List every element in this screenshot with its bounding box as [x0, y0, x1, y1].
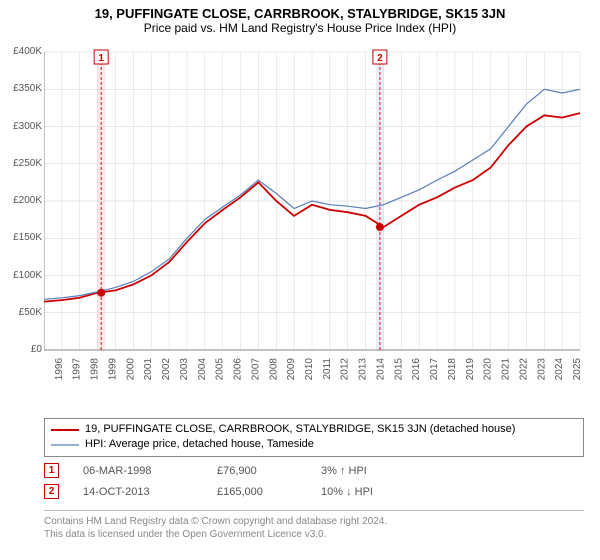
chart-card: 19, PUFFINGATE CLOSE, CARRBROOK, STALYBR… — [0, 0, 600, 560]
y-tick-label: £250K — [0, 158, 42, 169]
legend-swatch-property — [51, 425, 79, 435]
chart-title: 19, PUFFINGATE CLOSE, CARRBROOK, STALYBR… — [0, 0, 600, 21]
svg-text:2025: 2025 — [572, 358, 583, 381]
svg-text:2006: 2006 — [233, 358, 244, 381]
svg-text:1997: 1997 — [72, 358, 83, 381]
svg-text:2003: 2003 — [179, 358, 190, 381]
svg-text:1995: 1995 — [44, 358, 47, 381]
svg-text:2014: 2014 — [375, 358, 386, 381]
marker-badge-2: 2 — [44, 484, 59, 499]
legend-row-hpi: HPI: Average price, detached house, Tame… — [51, 437, 577, 452]
legend-label-property: 19, PUFFINGATE CLOSE, CARRBROOK, STALYBR… — [85, 422, 515, 437]
chart-area: 1 2 1995 1996 1997 1998 1999 2000 2001 2002 2003 20… — [44, 48, 584, 398]
transaction-delta: 3% ↑ HPI — [321, 465, 367, 477]
y-tick-label: £50K — [0, 307, 42, 318]
y-tick-label: £150K — [0, 232, 42, 243]
svg-text:2002: 2002 — [161, 358, 172, 381]
svg-text:2019: 2019 — [465, 358, 476, 381]
svg-text:2000: 2000 — [125, 358, 136, 381]
transaction-price: £76,900 — [217, 465, 297, 477]
svg-text:2012: 2012 — [340, 358, 351, 381]
svg-text:2007: 2007 — [250, 358, 261, 381]
svg-text:1999: 1999 — [107, 358, 118, 381]
svg-text:2004: 2004 — [197, 358, 208, 381]
y-tick-label: £400K — [0, 46, 42, 57]
svg-text:1996: 1996 — [54, 358, 65, 381]
credits-line-2: This data is licensed under the Open Gov… — [44, 528, 584, 541]
transaction-row: 2 14-OCT-2013 £165,000 10% ↓ HPI — [44, 481, 584, 502]
svg-text:2020: 2020 — [483, 358, 494, 381]
transactions-table: 1 06-MAR-1998 £76,900 3% ↑ HPI 2 14-OCT-… — [44, 460, 584, 502]
svg-text:1998: 1998 — [90, 358, 101, 381]
svg-text:2: 2 — [377, 53, 383, 64]
chart-subtitle: Price paid vs. HM Land Registry's House … — [0, 21, 600, 39]
transaction-delta: 10% ↓ HPI — [321, 486, 373, 498]
svg-text:1: 1 — [98, 53, 104, 64]
svg-text:2008: 2008 — [268, 358, 279, 381]
legend-swatch-hpi — [51, 440, 79, 450]
transaction-price: £165,000 — [217, 486, 297, 498]
svg-text:2023: 2023 — [536, 358, 547, 381]
svg-text:2001: 2001 — [143, 358, 154, 381]
svg-text:2011: 2011 — [322, 358, 333, 380]
svg-text:2021: 2021 — [501, 358, 512, 381]
transaction-row: 1 06-MAR-1998 £76,900 3% ↑ HPI — [44, 460, 584, 481]
y-tick-label: £200K — [0, 195, 42, 206]
svg-text:2013: 2013 — [358, 358, 369, 381]
credits-line-1: Contains HM Land Registry data © Crown c… — [44, 515, 584, 528]
svg-text:2022: 2022 — [518, 358, 529, 381]
legend: 19, PUFFINGATE CLOSE, CARRBROOK, STALYBR… — [44, 418, 584, 457]
svg-text:2010: 2010 — [304, 358, 315, 381]
transaction-date: 06-MAR-1998 — [83, 465, 193, 477]
svg-text:2005: 2005 — [215, 358, 226, 381]
svg-text:2015: 2015 — [393, 358, 404, 381]
transaction-date: 14-OCT-2013 — [83, 486, 193, 498]
y-tick-label: £350K — [0, 83, 42, 94]
credits: Contains HM Land Registry data © Crown c… — [44, 510, 584, 541]
svg-text:2018: 2018 — [447, 358, 458, 381]
legend-row-property: 19, PUFFINGATE CLOSE, CARRBROOK, STALYBR… — [51, 422, 577, 437]
y-tick-label: £0 — [0, 344, 42, 355]
legend-label-hpi: HPI: Average price, detached house, Tame… — [85, 437, 314, 452]
svg-text:2024: 2024 — [554, 358, 565, 381]
y-tick-label: £100K — [0, 270, 42, 281]
svg-text:2009: 2009 — [286, 358, 297, 381]
svg-text:2016: 2016 — [411, 358, 422, 381]
chart-svg: 1 2 1995 1996 1997 1998 1999 2000 2001 2002 2003 20… — [44, 48, 584, 398]
y-tick-label: £300K — [0, 121, 42, 132]
svg-text:2017: 2017 — [429, 358, 440, 381]
marker-badge-1: 1 — [44, 463, 59, 478]
